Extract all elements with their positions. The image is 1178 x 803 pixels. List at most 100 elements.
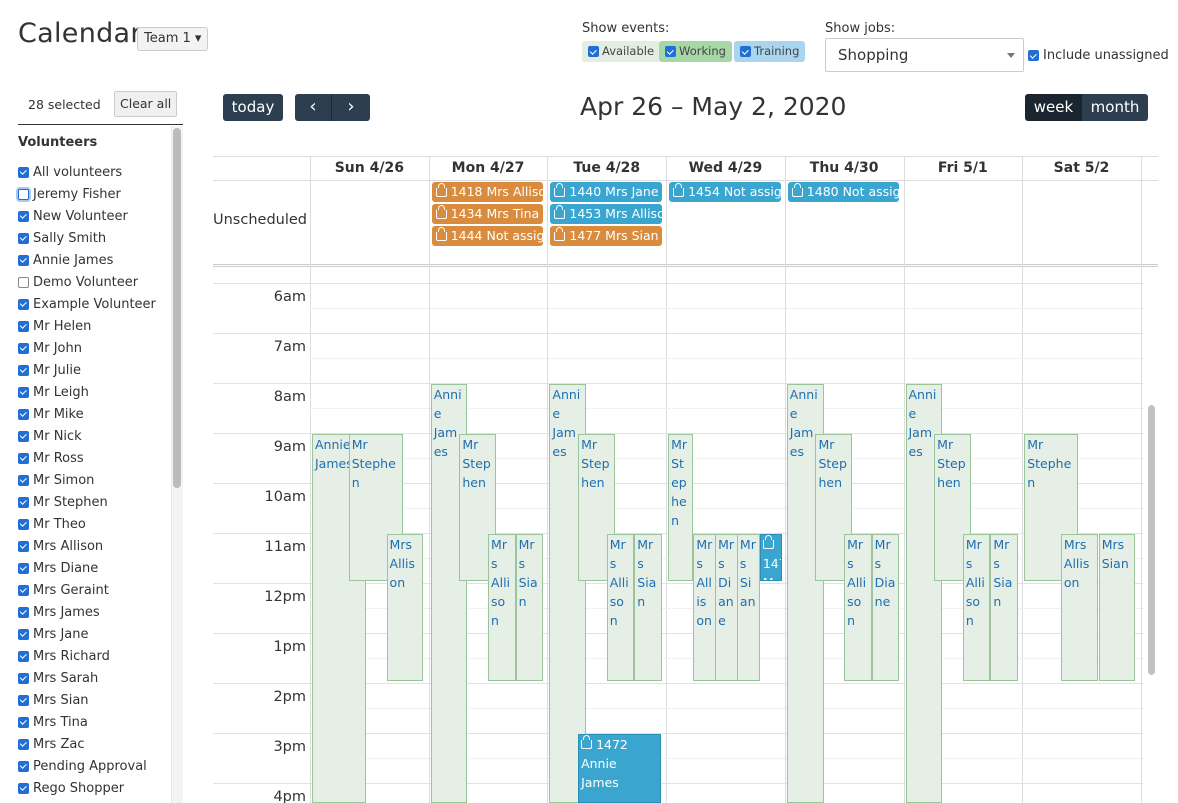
volunteer-item[interactable]: New Volunteer <box>18 205 168 227</box>
job-event[interactable]: 147 Mrs <box>759 534 782 581</box>
day-header[interactable]: Tue 4/28 <box>573 160 641 176</box>
unscheduled-job[interactable]: 1453 Mrs Allison <box>550 204 663 224</box>
volunteer-item[interactable]: Mrs Richard <box>18 645 168 667</box>
day-header[interactable]: Sun 4/26 <box>334 160 404 176</box>
month-view-button[interactable]: month <box>1082 94 1148 121</box>
volunteer-event[interactable]: Mrs Diane <box>715 534 739 681</box>
day-header[interactable]: Fri 5/1 <box>937 160 988 176</box>
volunteer-event[interactable]: Mrs Allison <box>962 534 991 681</box>
volunteer-item[interactable]: Mrs Jane <box>18 623 168 645</box>
volunteer-event[interactable]: Mrs Allison <box>1060 534 1098 681</box>
unscheduled-job[interactable]: 1444 Not assigned <box>431 226 544 246</box>
clear-all-button[interactable]: Clear all <box>114 91 178 117</box>
volunteer-checkbox[interactable] <box>18 320 29 332</box>
volunteer-checkbox[interactable] <box>18 386 29 398</box>
unscheduled-job[interactable]: 1418 Mrs Allison <box>431 182 544 202</box>
job-event[interactable]: 1472 Annie James <box>578 734 661 803</box>
volunteer-checkbox[interactable] <box>18 474 29 486</box>
volunteer-event[interactable]: Mrs Diane <box>871 534 900 681</box>
volunteer-checkbox[interactable] <box>18 210 29 222</box>
volunteer-item[interactable]: Mr John <box>18 337 168 359</box>
sidebar-scrollbar-thumb[interactable] <box>173 128 181 488</box>
available-checkbox[interactable] <box>588 46 599 57</box>
day-header[interactable]: Mon 4/27 <box>451 160 525 176</box>
volunteer-checkbox[interactable] <box>18 694 29 706</box>
day-header[interactable]: Thu 4/30 <box>809 160 879 176</box>
volunteer-checkbox[interactable] <box>18 628 29 640</box>
volunteer-item[interactable]: Example Volunteer <box>18 293 168 315</box>
volunteer-checkbox[interactable] <box>18 540 29 552</box>
volunteer-event[interactable]: Mrs Sian <box>515 534 544 681</box>
volunteer-checkbox[interactable] <box>18 452 29 464</box>
volunteer-item[interactable]: All volunteers <box>18 161 168 183</box>
include-unassigned-checkbox[interactable] <box>1028 50 1039 61</box>
unscheduled-job[interactable]: 1477 Mrs Sian <box>550 226 663 246</box>
volunteer-item[interactable]: Mr Helen <box>18 315 168 337</box>
volunteer-item[interactable]: Mrs Zac <box>18 733 168 755</box>
filter-available[interactable]: Available <box>582 41 661 62</box>
day-header[interactable]: Wed 4/29 <box>688 160 763 176</box>
include-unassigned[interactable]: Include unassigned <box>1028 48 1169 63</box>
volunteer-checkbox[interactable] <box>18 254 29 266</box>
volunteer-checkbox[interactable] <box>18 606 29 618</box>
volunteer-item[interactable]: Mr Mike <box>18 403 168 425</box>
volunteer-event[interactable]: Mrs Sian <box>634 534 662 681</box>
day-header[interactable]: Sat 5/2 <box>1053 160 1110 176</box>
volunteer-event[interactable]: Mrs Allison <box>386 534 424 681</box>
volunteer-checkbox[interactable] <box>18 342 29 354</box>
volunteer-item[interactable]: Annie James <box>18 249 168 271</box>
volunteer-item[interactable]: Mrs Sarah <box>18 667 168 689</box>
today-button[interactable]: today <box>223 94 283 121</box>
volunteer-item[interactable]: Mr Simon <box>18 469 168 491</box>
volunteer-checkbox[interactable] <box>18 496 29 508</box>
volunteer-event[interactable]: Mrs Allison <box>488 534 516 681</box>
volunteer-item[interactable]: Jeremy Fisher <box>18 183 168 205</box>
volunteer-checkbox[interactable] <box>18 562 29 574</box>
volunteer-event[interactable]: Mrs Allison <box>844 534 872 681</box>
volunteer-item[interactable]: Mr Julie <box>18 359 168 381</box>
volunteer-item[interactable]: Mrs Tina <box>18 711 168 733</box>
unscheduled-job[interactable]: 1480 Not assigned <box>787 182 900 202</box>
volunteer-checkbox[interactable] <box>18 364 29 376</box>
working-checkbox[interactable] <box>665 46 676 57</box>
volunteer-checkbox[interactable] <box>18 276 29 288</box>
volunteer-event[interactable]: Mrs Sian <box>736 534 760 681</box>
volunteer-checkbox[interactable] <box>18 518 29 530</box>
volunteer-checkbox[interactable] <box>18 298 29 310</box>
volunteer-item[interactable]: Mrs Geraint <box>18 579 168 601</box>
volunteer-checkbox[interactable] <box>18 650 29 662</box>
volunteer-event[interactable]: Mrs Allison <box>693 534 717 681</box>
volunteer-checkbox[interactable] <box>18 166 29 178</box>
volunteer-item[interactable]: Sally Smith <box>18 227 168 249</box>
volunteer-checkbox[interactable] <box>18 584 29 596</box>
training-checkbox[interactable] <box>740 46 751 57</box>
volunteer-checkbox[interactable] <box>18 430 29 442</box>
volunteer-checkbox[interactable] <box>18 232 29 244</box>
volunteer-item[interactable]: Mr Ross <box>18 447 168 469</box>
volunteer-checkbox[interactable] <box>18 188 29 200</box>
volunteer-item[interactable]: Mr Leigh <box>18 381 168 403</box>
volunteer-item[interactable]: Pending Approval <box>18 755 168 777</box>
filter-working[interactable]: Working <box>659 41 732 62</box>
volunteer-item[interactable]: Mrs Allison <box>18 535 168 557</box>
volunteer-item[interactable]: Mrs Diane <box>18 557 168 579</box>
prev-button[interactable]: ‹ <box>295 94 332 121</box>
volunteer-item[interactable]: Rego Shopper <box>18 777 168 799</box>
volunteer-event[interactable]: Mrs Sian <box>1098 534 1136 681</box>
volunteer-checkbox[interactable] <box>18 738 29 750</box>
volunteer-item[interactable]: Mr Theo <box>18 513 168 535</box>
volunteer-checkbox[interactable] <box>18 408 29 420</box>
unscheduled-job[interactable]: 1454 Not assigned <box>669 182 781 202</box>
volunteer-event[interactable]: Mrs Allison <box>606 534 635 681</box>
team-select[interactable]: Team 1 ▾ <box>137 27 209 51</box>
volunteer-item[interactable]: Mr Stephen <box>18 491 168 513</box>
jobs-select[interactable]: Shopping <box>825 38 1024 72</box>
unscheduled-job[interactable]: 1440 Mrs Jane <box>550 182 663 202</box>
volunteer-item[interactable]: Mrs James <box>18 601 168 623</box>
volunteer-checkbox[interactable] <box>18 672 29 684</box>
next-button[interactable]: › <box>332 94 370 121</box>
volunteer-event[interactable]: Mrs Sian <box>990 534 1018 681</box>
volunteer-checkbox[interactable] <box>18 716 29 728</box>
volunteer-item[interactable]: Demo Volunteer <box>18 271 168 293</box>
volunteer-event[interactable]: Mr Stephen <box>459 434 497 581</box>
